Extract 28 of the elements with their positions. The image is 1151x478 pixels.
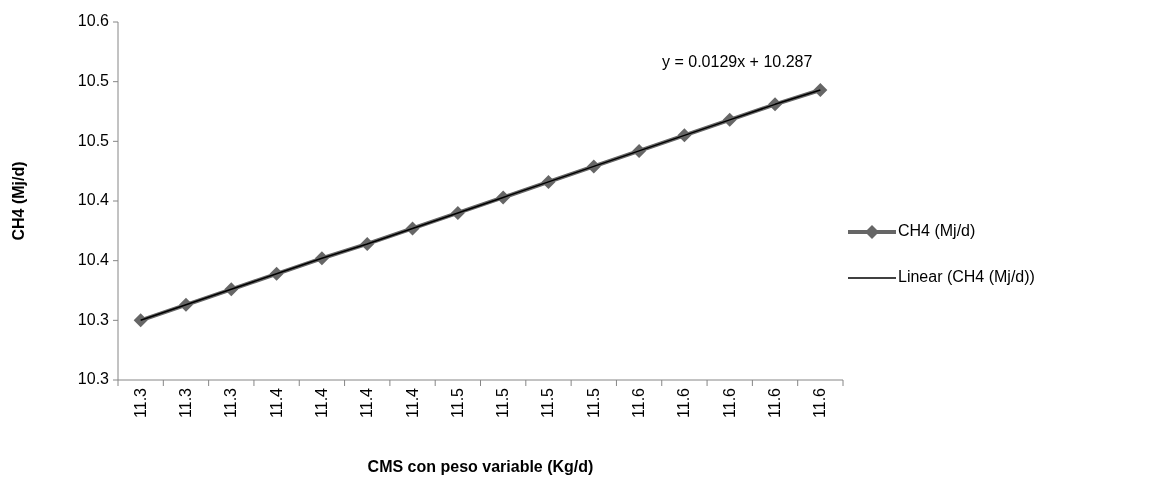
x-tick-label: 11.3 <box>176 387 194 418</box>
x-tick-label: 11.5 <box>448 387 466 418</box>
x-tick-label: 11.4 <box>403 387 421 418</box>
y-tick-label: 10.4 <box>77 191 110 209</box>
x-tick-label: 11.3 <box>222 387 240 418</box>
x-tick-label: 11.6 <box>630 387 648 418</box>
x-tick-label: 11.6 <box>811 387 829 418</box>
x-tick-label: 11.4 <box>358 387 376 418</box>
x-axis-title: CMS con peso variable (Kg/d) <box>367 458 594 475</box>
y-tick-label: 10.3 <box>77 370 110 388</box>
x-tick-label: 11.3 <box>131 387 149 418</box>
legend-label: Linear (CH4 (Mj/d)) <box>898 268 1035 286</box>
x-tick-label: 11.4 <box>312 387 330 418</box>
x-tick-label: 11.5 <box>539 387 557 418</box>
y-axis-title: CH4 (Mj/d) <box>10 161 27 241</box>
x-tick-label: 11.6 <box>720 387 738 418</box>
legend-label: CH4 (Mj/d) <box>898 222 976 240</box>
y-tick-label: 10.6 <box>77 12 110 30</box>
x-tick-label: 11.5 <box>584 387 602 418</box>
x-tick-label: 11.6 <box>675 387 693 418</box>
x-tick-label: 11.4 <box>267 387 285 418</box>
annotation: y = 0.0129x + 10.287 <box>662 53 813 70</box>
y-tick-label: 10.4 <box>77 250 110 268</box>
y-tick-label: 10.3 <box>77 310 110 328</box>
y-tick-label: 10.5 <box>77 131 110 149</box>
y-tick-label: 10.5 <box>77 71 110 89</box>
x-tick-label: 11.5 <box>494 387 512 418</box>
x-tick-label: 11.6 <box>766 387 784 418</box>
